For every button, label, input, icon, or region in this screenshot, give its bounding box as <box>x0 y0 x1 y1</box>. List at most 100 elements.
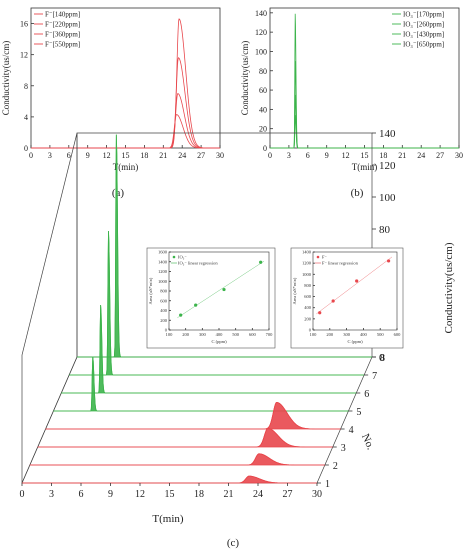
panel-c-inset-y-axis-label: Area (uS*min) <box>148 277 153 304</box>
panel-c-inset-x-tick-label: 600 <box>249 332 257 337</box>
panel-c-inset-data-point <box>194 303 198 307</box>
panel-a-y-tick-label: 8 <box>24 82 28 91</box>
panel-c-inset-y-tick-label: 1200 <box>302 261 312 266</box>
panel-c-inset-y-tick-label: 400 <box>160 308 168 313</box>
panel-b-legend-label: IO₃⁻[170ppm] <box>403 11 444 19</box>
panel-c-z-tick-label: 4 <box>349 425 354 436</box>
panel-c-inset-y-tick-label: 200 <box>304 316 312 321</box>
panel-c-inset-x-tick-label: 600 <box>394 332 402 337</box>
panel-c-inset-legend-label: F⁻ linear regression <box>322 261 359 266</box>
panel-a-x-tick-label: 27 <box>197 151 205 160</box>
panel-b-plot-frame <box>269 7 460 149</box>
panel-c-x-tick-label: 12 <box>135 489 145 500</box>
panel-c-inset-x-tick-label: 400 <box>216 332 224 337</box>
panel-c-inset-x-axis-label: C (ppm) <box>347 339 363 344</box>
panel-c-inset-y-tick-label: 600 <box>160 298 168 303</box>
panel-b-series-line <box>270 61 459 149</box>
panel-b-x-tick-label: 27 <box>436 151 444 160</box>
panel-c-inset-y-tick-label: 1400 <box>302 250 312 255</box>
panel-c-inset-x-tick-label: 300 <box>199 332 207 337</box>
panel-a-y-axis-label: Conductivity(us/cm) <box>1 41 11 116</box>
panel-c-z-tick-label: 2 <box>333 461 338 472</box>
panel-b-y-tick-label: 0 <box>263 144 267 153</box>
panel-c-x-tick-label: 15 <box>165 489 175 500</box>
panel-a-y-tick-label: 4 <box>24 113 28 122</box>
panel-c-floor <box>21 356 373 484</box>
panel-a-x-tick-label: 12 <box>103 151 111 160</box>
panel-b-legend: IO₃⁻[170ppm] IO₃⁻[260ppm] IO₃⁻[430ppm] IO₃⁻… <box>392 11 444 49</box>
panel-c-z-tick-label: 7 <box>372 371 377 382</box>
panel-b-chart: 0 3 6 9 12 15 18 21 24 27 30 0 20 40 60 80 100 120 140 IO… <box>240 7 463 199</box>
panel-c-y-tick-label: 140 <box>379 128 396 140</box>
panel-c-trace-line <box>22 475 317 484</box>
panel-c-trace <box>22 475 317 484</box>
panel-c-inset-x-tick-label: 400 <box>360 332 368 337</box>
panel-b-caption: (b) <box>351 187 364 199</box>
panel-a-y-ticks: 0 4 8 12 16 <box>20 20 34 153</box>
panel-c-inset-frame <box>290 247 404 349</box>
panel-c-trace-line <box>61 304 357 394</box>
panel-a-series-line <box>31 93 220 149</box>
panel-c-inset-y-tick-label: 1200 <box>158 269 168 274</box>
panel-a-x-tick-label: 24 <box>178 151 186 160</box>
panel-c-trace-line <box>53 356 349 412</box>
panel-c-inset-legend-label: IO₃⁻ linear regression <box>178 261 218 266</box>
panel-b-x-tick-label: 21 <box>398 151 406 160</box>
panel-a-legend: F⁻[140ppm] F⁻[220ppm] F⁻[360ppm] F⁻[550ppm] <box>34 11 80 49</box>
panel-a-series-line <box>31 57 220 149</box>
panel-b-y-tick-label: 120 <box>255 28 267 37</box>
panel-c-z-tick-label: 3 <box>341 443 346 454</box>
panel-c-inset-y-tick-label: 400 <box>304 305 312 310</box>
panel-c-caption: (c) <box>227 537 240 549</box>
panel-c-inset-x-tick-label: 700 <box>266 332 274 337</box>
panel-c-z-tick-label: 8 <box>380 353 385 364</box>
panel-a-series-line <box>31 114 220 149</box>
panel-a-x-tick-label: 18 <box>140 151 148 160</box>
panel-a-legend-label: F⁻[360ppm] <box>45 31 80 39</box>
panel-c-inset-data-point <box>259 260 263 264</box>
panel-b-x-tick-label: 30 <box>455 151 463 160</box>
panel-a-x-tick-label: 9 <box>86 151 90 160</box>
panel-b-y-ticks: 0 20 40 60 80 100 120 140 <box>255 9 273 153</box>
panel-a-x-ticks: 0 3 6 9 12 15 18 21 24 27 30 <box>29 145 224 160</box>
panel-c-inset-plot-area <box>312 251 398 331</box>
panel-c-inset-x-tick-label: 100 <box>310 332 318 337</box>
panel-c-trace-line <box>29 453 325 466</box>
panel-c-inset-x-tick-label: 200 <box>326 332 334 337</box>
panel-c-inset-data-point <box>387 259 391 263</box>
panel-c-inset-y-tick-label: 800 <box>304 283 312 288</box>
panel-c-x-tick-label: 6 <box>79 489 84 500</box>
panel-a-caption: (a) <box>112 187 125 199</box>
panel-c-x-tick-label: 0 <box>20 489 25 500</box>
panel-c-inset-y-tick-label: 1400 <box>158 259 168 264</box>
panel-c-inset-legend-label: IO₃⁻ <box>178 255 187 260</box>
panel-a-x-axis-label: T(min) <box>113 162 139 172</box>
panel-c-inset-y-tick-label: 0 <box>309 328 312 333</box>
panel-c-x-tick-label: 18 <box>194 489 204 500</box>
panel-c-inset-io3: 100 200 300 400 500 600 700 0 200 400 600 800 1000 12… <box>146 247 276 349</box>
panel-a-x-tick-label: 21 <box>159 151 167 160</box>
panel-b-x-ticks: 0 3 6 9 12 15 18 21 24 27 30 <box>268 145 463 160</box>
panel-b-y-tick-label: 20 <box>259 125 267 134</box>
panel-c-trace <box>53 356 349 412</box>
panel-b-y-tick-label: 60 <box>259 86 267 95</box>
panel-a-x-tick-label: 15 <box>122 151 130 160</box>
panel-c-trace-line <box>45 402 341 430</box>
panel-a-x-tick-label: 3 <box>48 151 52 160</box>
panel-b-x-tick-label: 9 <box>325 151 329 160</box>
panel-a-series-line <box>31 18 220 149</box>
panel-b-x-tick-label: 3 <box>287 151 291 160</box>
panel-b-legend-label: IO₃⁻[430ppm] <box>403 31 444 39</box>
panel-c-inset-legend-marker <box>172 255 176 259</box>
panel-a-y-tick-label: 12 <box>20 51 28 60</box>
panel-c-x-axis-label: T(min) <box>152 513 183 525</box>
panel-c-trace-line <box>77 134 372 358</box>
panel-a-x-tick-label: 30 <box>216 151 224 160</box>
panel-b-x-tick-label: 24 <box>417 151 425 160</box>
panel-c-inset-legend-label: F⁻ <box>322 255 328 260</box>
panel-c-inset-y-tick-label: 800 <box>160 289 168 294</box>
panel-c-x-tick-label: 27 <box>283 489 293 500</box>
